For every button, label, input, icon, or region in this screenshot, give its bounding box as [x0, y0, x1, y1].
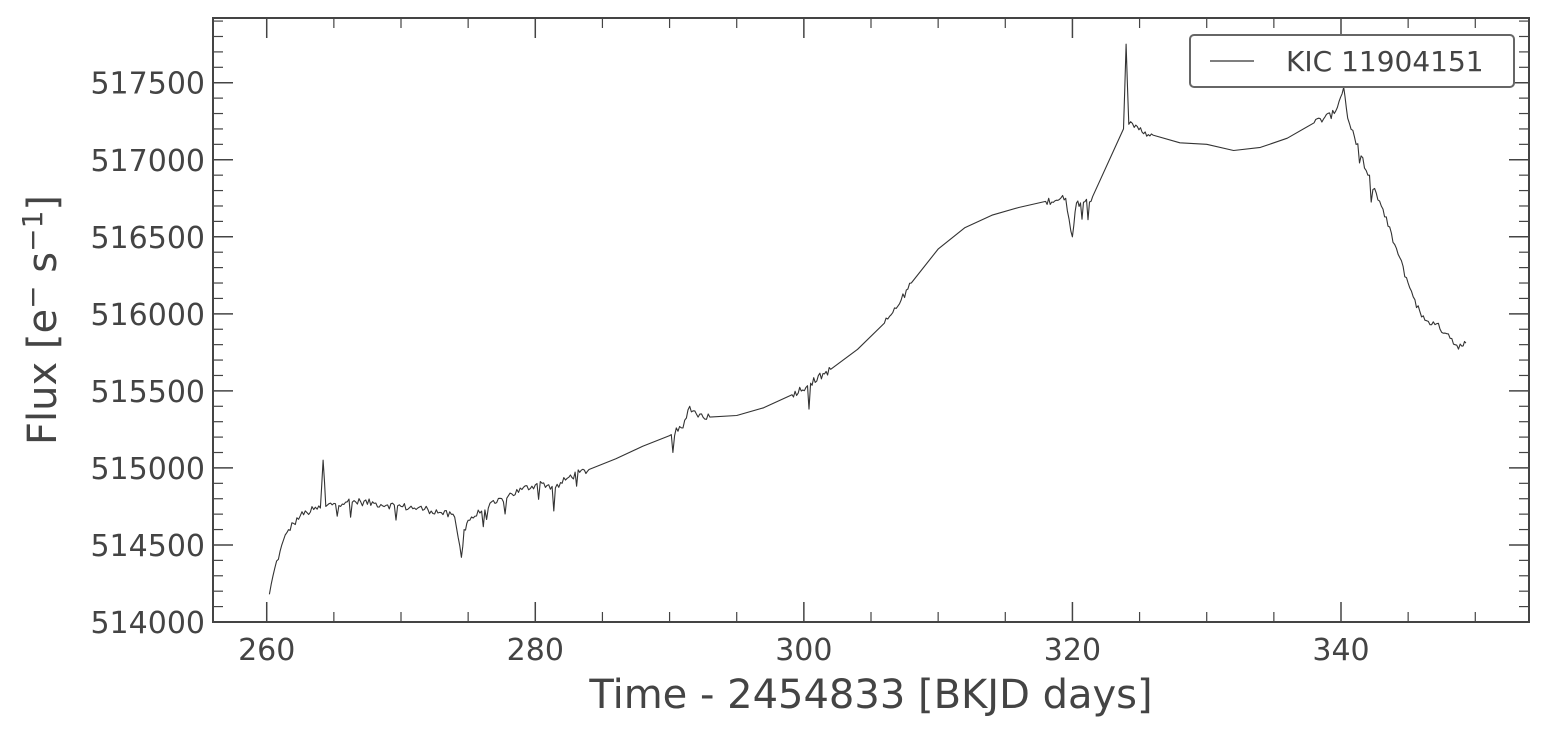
x-tick-label: 260: [238, 633, 295, 668]
y-tick-label: 514500: [90, 529, 205, 564]
x-axis-label: Time - 2454833 [BKJD days]: [588, 672, 1152, 718]
labels-layer: Time - 2454833 [BKJD days] Flux [e− s−1]: [16, 195, 1153, 718]
y-tick-label: 517000: [90, 144, 205, 179]
x-tick-label: 280: [507, 633, 564, 668]
y-tick-label: 516000: [90, 298, 205, 333]
y-axis-label-sup1: −: [16, 285, 49, 308]
y-axis-label-mid: s: [20, 252, 66, 286]
x-tick-label: 300: [775, 633, 832, 668]
x-tick-label: 340: [1312, 633, 1369, 668]
x-tick-label: 320: [1044, 633, 1101, 668]
y-axis-label-base: Flux [e: [20, 309, 66, 445]
legend: KIC 11904151: [1189, 34, 1515, 88]
ticks-layer: 260 280 300 320 340 514000 514500 515000 515500 5…: [90, 18, 1529, 668]
y-tick-label: 515000: [90, 452, 205, 487]
y-axis-label-sup2: −1: [16, 211, 49, 252]
y-tick-label: 514000: [90, 606, 205, 641]
plot-frame: [212, 17, 1530, 623]
y-axis-label-end: ]: [20, 195, 66, 211]
y-tick-label: 516500: [90, 221, 205, 256]
y-tick-label: 515500: [90, 375, 205, 410]
series-line-kic-11904151: [268, 43, 1467, 595]
legend-box: [1189, 34, 1515, 88]
series-layer: [268, 43, 1467, 595]
legend-entry-label: KIC 11904151: [1286, 45, 1484, 78]
y-tick-label: 517500: [90, 67, 205, 102]
y-axis-label: Flux [e− s−1]: [16, 195, 66, 445]
